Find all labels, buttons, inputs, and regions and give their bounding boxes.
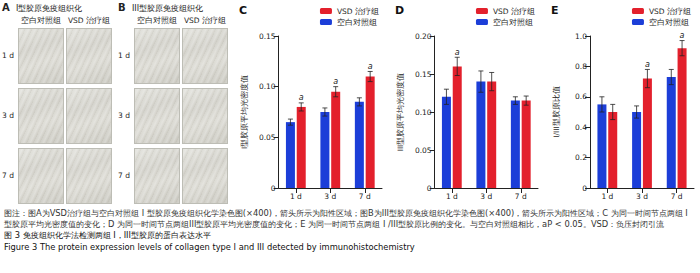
html-text:Figure 3 The protein expressio: Figure 3 The protein expression levels o… [4, 241, 415, 252]
svg-text:3 d: 3 d [636, 192, 648, 201]
svg-text:空白对照组: 空白对照组 [649, 18, 689, 27]
svg-text:III型胶原平均光密度值: III型胶原平均光密度值 [396, 73, 405, 152]
svg-text:空白对照组: 空白对照组 [493, 18, 533, 27]
html-text:空白对照组: 空白对照组 [21, 16, 61, 25]
svg-text:I型胶原平均光密度值: I型胶原平均光密度值 [240, 75, 249, 149]
html-text:A: A [2, 2, 10, 13]
html-text:空白对照组: 空白对照组 [137, 16, 177, 25]
html-text:VSD 治疗组: VSD 治疗组 [184, 16, 226, 25]
svg-text:0.15: 0.15 [415, 70, 432, 79]
svg-text:空白对照组: 空白对照组 [337, 18, 377, 27]
svg-text:0.20: 0.20 [415, 32, 432, 41]
html-text:7 d: 7 d [2, 171, 14, 180]
svg-text:0.05: 0.05 [259, 133, 276, 142]
html-text:B: B [118, 2, 126, 13]
html-text:1 d: 1 d [2, 51, 14, 60]
svg-text:0.10: 0.10 [259, 82, 276, 91]
html-text:III型胶原免疫组织化: III型胶原免疫组织化 [132, 4, 204, 13]
svg-text:0: 0 [427, 184, 432, 193]
html-text:7 d: 7 d [118, 171, 130, 180]
svg-text:C: C [239, 4, 247, 17]
svg-text:3 d: 3 d [324, 192, 336, 201]
svg-text:E: E [551, 4, 559, 17]
svg-text:7 d: 7 d [359, 192, 371, 201]
svg-text:VSD 治疗组: VSD 治疗组 [337, 7, 379, 16]
svg-text:1.0: 1.0 [575, 32, 587, 41]
svg-text:1 d: 1 d [601, 192, 613, 201]
svg-text:D: D [395, 4, 404, 17]
svg-text:a: a [680, 31, 685, 40]
svg-text:a: a [455, 48, 460, 57]
svg-text:a: a [299, 93, 304, 102]
svg-text:0.15: 0.15 [259, 32, 276, 41]
html-text:图注：图A为VSD治疗组与空白对照组 I 型胶原免疫组织化学: 图注：图A为VSD治疗组与空白对照组 I 型胶原免疫组织化学染色图(×400)，… [4, 208, 688, 229]
html-text:3 d: 3 d [2, 111, 14, 120]
html-text:1 d: 1 d [118, 51, 130, 60]
svg-text:0.4: 0.4 [575, 123, 587, 132]
svg-text:VSD 治疗组: VSD 治疗组 [649, 7, 691, 16]
svg-text:a: a [645, 60, 650, 69]
html-text:3 d: 3 d [118, 111, 130, 120]
svg-text:a: a [368, 62, 373, 71]
svg-text:0: 0 [271, 184, 276, 193]
svg-text:a: a [333, 77, 338, 86]
svg-text:7 d: 7 d [515, 192, 527, 201]
html-text:I型胶原免疫组织化: I型胶原免疫组织化 [16, 4, 83, 13]
svg-text:7 d: 7 d [671, 192, 683, 201]
svg-text:3 d: 3 d [480, 192, 492, 201]
svg-text:0.2: 0.2 [575, 153, 587, 162]
svg-text:VSD 治疗组: VSD 治疗组 [493, 7, 535, 16]
svg-text:0.10: 0.10 [415, 108, 432, 117]
html-text:图 3 免疫组织化学法检测两组 I，III型胶原的蛋白表达水: 图 3 免疫组织化学法检测两组 I，III型胶原的蛋白表达水平 [4, 230, 211, 241]
svg-text:1 d: 1 d [290, 192, 302, 201]
svg-text:1 d: 1 d [446, 192, 458, 201]
svg-text:0.05: 0.05 [415, 146, 432, 155]
html-text:VSD 治疗组: VSD 治疗组 [68, 16, 110, 25]
svg-text:0: 0 [582, 184, 587, 193]
svg-text:0.8: 0.8 [575, 62, 587, 71]
svg-text:0.6: 0.6 [575, 92, 587, 101]
svg-text:I/III型胶原比值: I/III型胶原比值 [552, 86, 561, 137]
